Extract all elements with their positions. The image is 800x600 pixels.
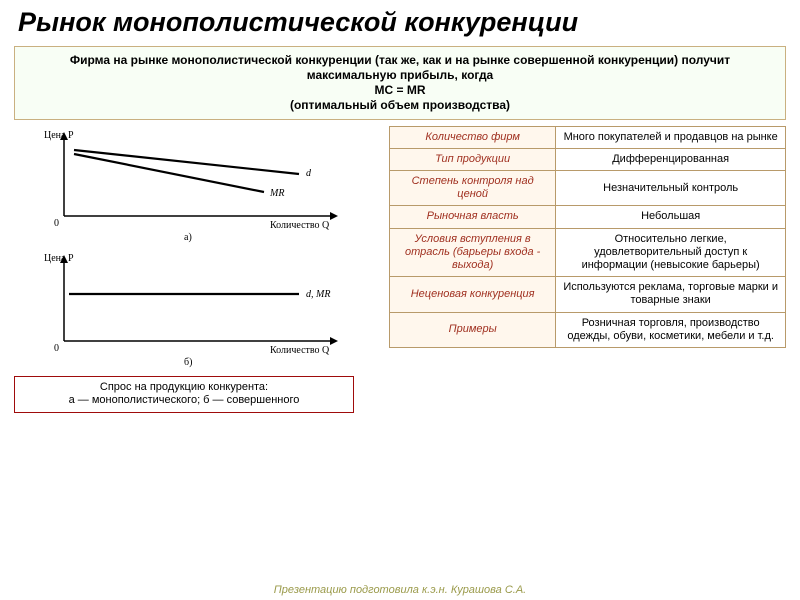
table-row: Тип продукцииДифференцированная [390,148,786,170]
table-key: Условия вступления в отрасль (барьеры вх… [390,228,556,277]
chart-a-mr-label: MR [269,188,284,199]
page-title: Рынок монополистической конкуренции [0,0,800,42]
info-line3: (оптимальный объем производства) [290,98,510,112]
table-row: Рыночная властьНебольшая [390,206,786,228]
info-box: Фирма на рынке монополистической конкуре… [14,46,786,120]
caption-line2: а — монополистического; б — совершенного [69,394,300,406]
chart-a-d-label: d [306,168,312,179]
chart-b: Цена P 0 Количество Q d, MR б) [14,249,374,369]
chart-a-sub: а) [184,232,192,243]
chart-b-dmr-label: d, MR [306,289,330,300]
left-column: Цена P 0 Количество Q d MR а) Цена P [14,126,379,414]
content-row: Цена P 0 Количество Q d MR а) Цена P [0,126,800,414]
chart-b-sub: б) [184,357,192,368]
chart-a-xlabel: Количество Q [270,220,330,231]
table-row: ПримерыРозничная торговля, производство … [390,312,786,347]
chart-a: Цена P 0 Количество Q d MR а) [14,126,374,244]
properties-tbody: Количество фирмМного покупателей и прода… [390,126,786,347]
table-key: Рыночная власть [390,206,556,228]
table-key: Примеры [390,312,556,347]
chart-b-origin: 0 [54,343,59,354]
table-val: Незначительный контроль [556,171,786,206]
chart-area: Цена P 0 Количество Q d MR а) Цена P [14,126,379,374]
properties-table: Количество фирмМного покупателей и прода… [389,126,786,348]
table-val: Используются реклама, торговые марки и т… [556,277,786,312]
table-row: Условия вступления в отрасль (барьеры вх… [390,228,786,277]
chart-a-origin: 0 [54,218,59,229]
table-key: Степень контроля над ценой [390,171,556,206]
right-column: Количество фирмМного покупателей и прода… [389,126,786,414]
table-row: Количество фирмМного покупателей и прода… [390,126,786,148]
table-val: Относительно легкие, удовлетворительный … [556,228,786,277]
table-val: Дифференцированная [556,148,786,170]
footer-credit: Презентацию подготовила к.э.н. Курашова … [0,584,800,596]
table-val: Много покупателей и продавцов на рынке [556,126,786,148]
info-line1: Фирма на рынке монополистической конкуре… [70,53,730,82]
info-line2: MC = MR [375,83,426,97]
table-key: Неценовая конкуренция [390,277,556,312]
chart-b-xlabel: Количество Q [270,345,330,356]
table-key: Количество фирм [390,126,556,148]
table-row: Неценовая конкуренцияИспользуются реклам… [390,277,786,312]
table-val: Небольшая [556,206,786,228]
table-val: Розничная торговля, производство одежды,… [556,312,786,347]
caption-box: Спрос на продукцию конкурента: а — моноп… [14,376,354,414]
table-key: Тип продукции [390,148,556,170]
caption-line1: Спрос на продукцию конкурента: [100,381,268,393]
chart-a-ylabel: Цена P [44,130,74,141]
table-row: Степень контроля над ценойНезначительный… [390,171,786,206]
chart-b-ylabel: Цена P [44,253,74,264]
